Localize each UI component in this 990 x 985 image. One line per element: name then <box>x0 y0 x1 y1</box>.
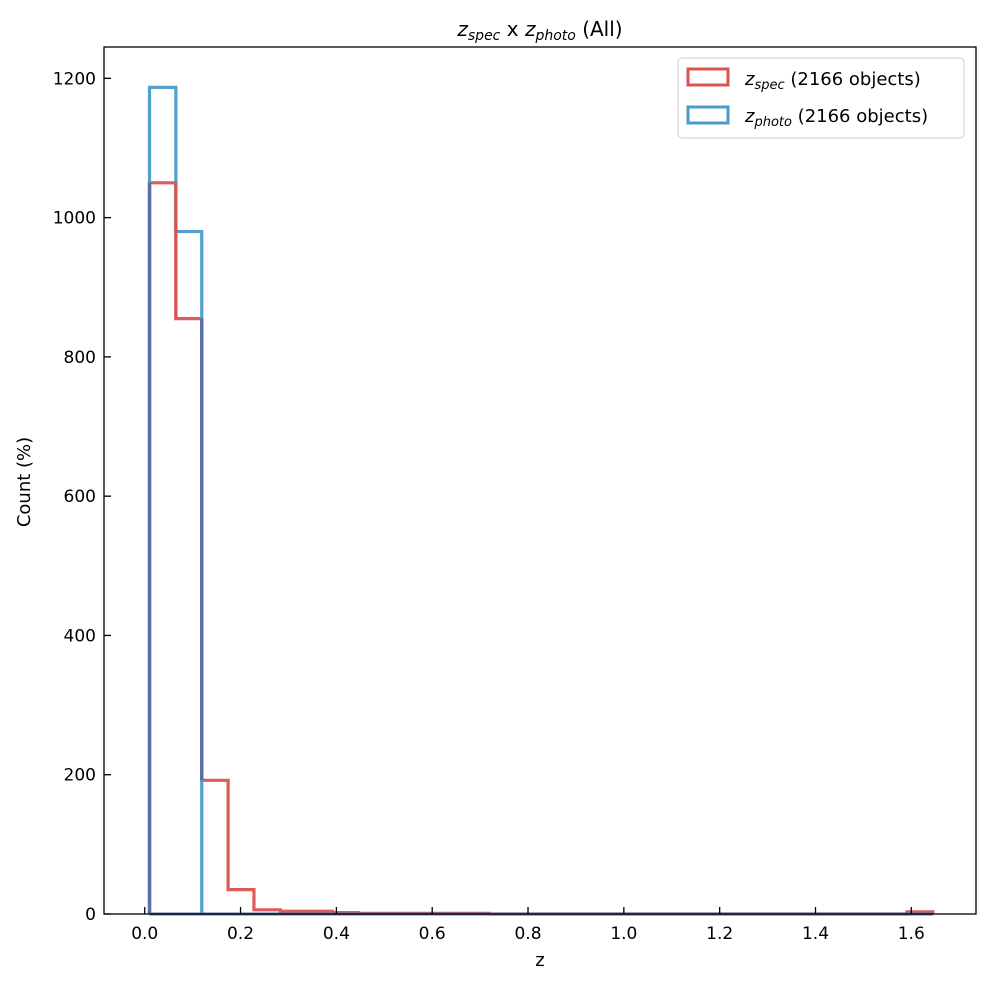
x-axis-label: z <box>535 950 544 971</box>
histogram-outline-zspec <box>147 181 935 916</box>
legend: zspec (2166 objects) zphoto (2166 object… <box>677 57 965 139</box>
histogram-bar-zspec <box>176 319 202 914</box>
x-tick-label: 1.4 <box>802 924 829 944</box>
legend-swatch-zspec <box>686 67 730 87</box>
chart-title: zspec x zphoto (All) <box>456 17 622 44</box>
y-axis-label: Count (%) <box>14 437 35 527</box>
y-tick-label: 400 <box>64 626 96 646</box>
legend-label-zspec: zspec (2166 objects) <box>744 69 921 93</box>
y-tick-label: 0 <box>85 905 96 925</box>
y-tick-label: 200 <box>64 766 96 786</box>
y-tick-label: 1200 <box>53 69 96 89</box>
x-tick-label: 0.0 <box>131 924 158 944</box>
plot-frame <box>103 46 977 915</box>
x-tick-label: 1.2 <box>706 924 733 944</box>
x-tick-label: 0.2 <box>227 924 254 944</box>
x-tick-label: 1.6 <box>898 924 925 944</box>
series-layer <box>147 85 935 916</box>
histogram-bar-zspec <box>150 183 176 914</box>
y-tick-label: 1000 <box>53 209 96 229</box>
histogram-bar-zphoto <box>150 87 176 914</box>
x-tick-label: 1.0 <box>610 924 637 944</box>
x-tick-label: 0.6 <box>419 924 446 944</box>
legend-swatch-zphoto <box>686 105 730 125</box>
histogram-bar-zphoto <box>176 232 202 914</box>
y-tick-label: 800 <box>64 348 96 368</box>
legend-label-zphoto: zphoto (2166 objects) <box>744 106 928 130</box>
x-tick-label: 0.8 <box>514 924 541 944</box>
x-tick-label: 0.4 <box>323 924 350 944</box>
y-axis-ticks: 0 200 400 600 800 1000 1200 <box>53 69 111 925</box>
histogram-bar-zspec <box>202 780 228 914</box>
y-tick-label: 600 <box>64 487 96 507</box>
x-axis-ticks: 0.0 0.2 0.4 0.6 0.8 1.0 1.2 1.4 1.6 <box>131 907 925 944</box>
legend-box <box>677 57 965 139</box>
